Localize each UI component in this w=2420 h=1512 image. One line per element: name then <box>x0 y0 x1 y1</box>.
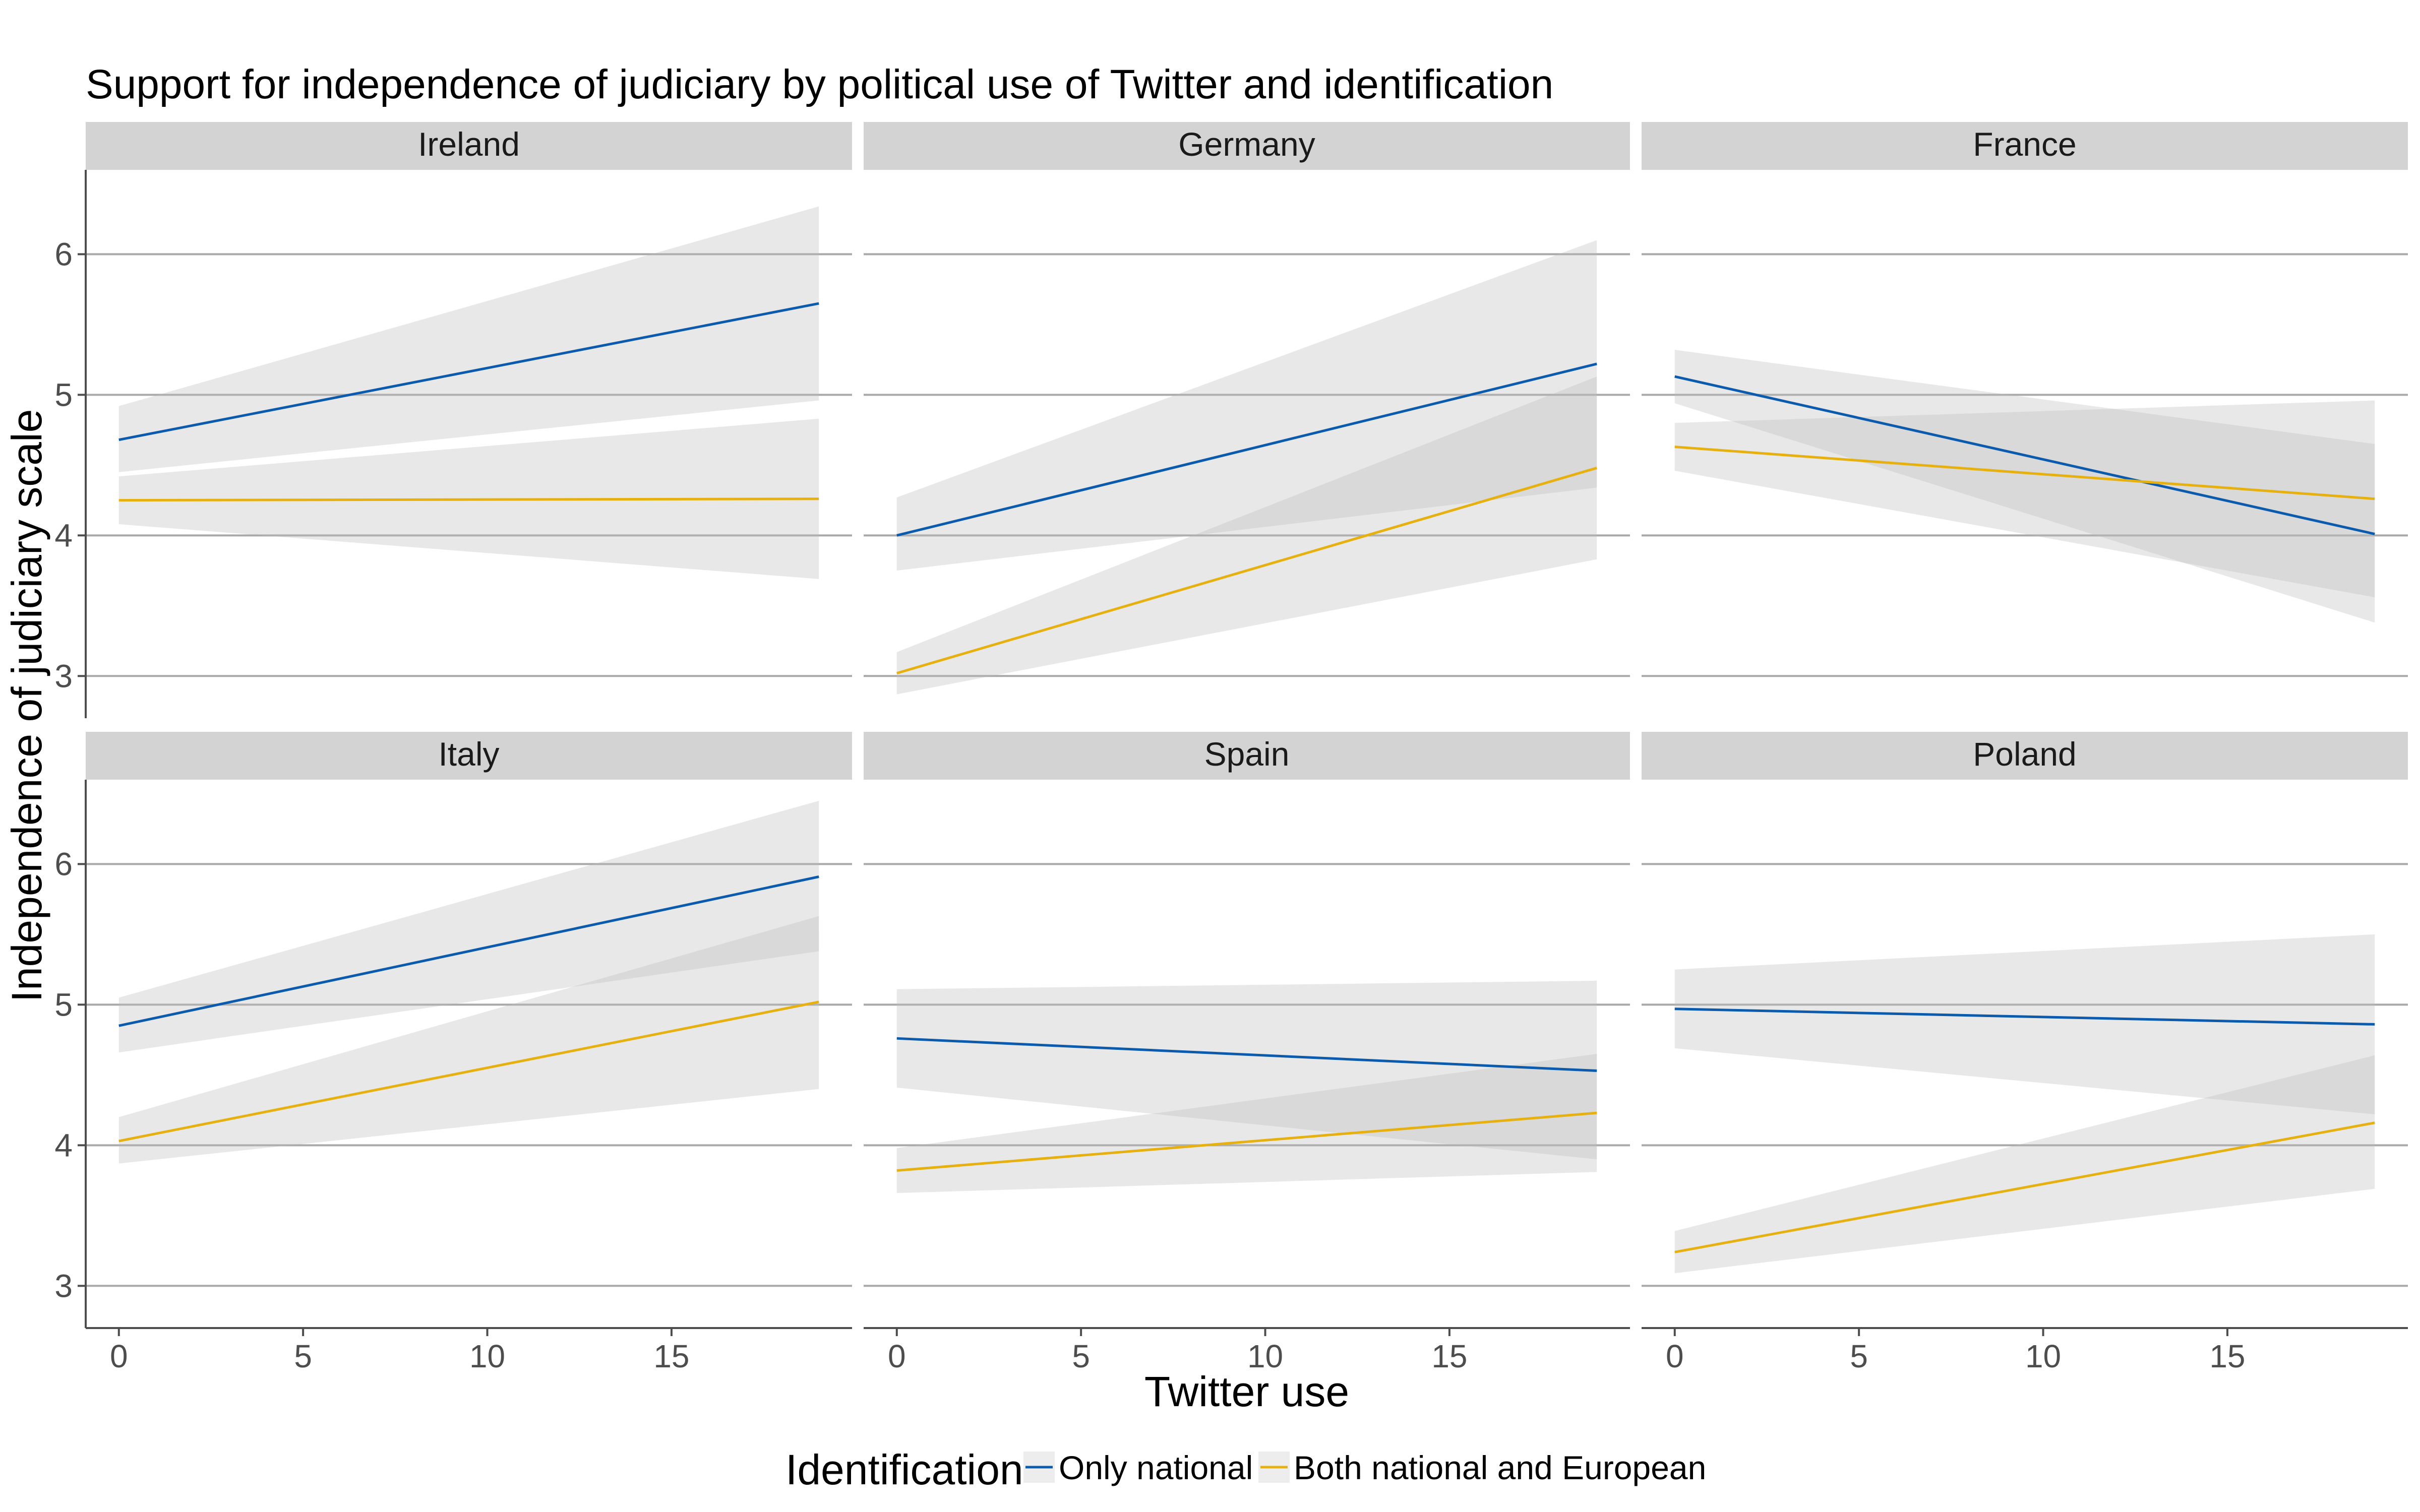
y-tick-label: 5 <box>54 986 73 1023</box>
confidence-band-only-national <box>896 980 1597 1160</box>
confidence-band-only-national <box>896 240 1597 571</box>
facet-strip-spain <box>864 732 1630 780</box>
series-line-only-national <box>118 302 819 442</box>
confidence-band-only-national <box>1674 350 2375 623</box>
series-line-only-national <box>118 875 819 1027</box>
series-line-both-national-and-european <box>1674 446 2375 500</box>
x-tick-label: 10 <box>2025 1338 2061 1374</box>
y-tick-label: 4 <box>54 517 73 553</box>
x-tick-label: 5 <box>1850 1338 1868 1374</box>
facet-label-germany: Germany <box>1178 125 1315 163</box>
facet-france: France <box>1642 122 2408 677</box>
y-tick-label: 3 <box>54 1268 73 1304</box>
x-tick-label: 5 <box>1072 1338 1090 1374</box>
x-tick-label: 10 <box>469 1338 505 1374</box>
facet-label-spain: Spain <box>1204 735 1290 773</box>
legend-label: Both national and European <box>1294 1449 1706 1486</box>
confidence-band-both-national-and-european <box>896 376 1597 695</box>
facet-strip-italy <box>86 732 852 780</box>
y-tick-label: 5 <box>54 376 73 413</box>
series-line-both-national-and-european <box>896 467 1597 675</box>
legend-entries: Only national Both national and European <box>1023 1449 1706 1486</box>
facet-strip-ireland <box>86 122 852 170</box>
x-tick-label: 0 <box>110 1338 128 1374</box>
series-line-both-national-and-european <box>118 1000 819 1143</box>
series-line-both-national-and-european <box>118 497 819 502</box>
facet-label-france: France <box>1973 125 2076 163</box>
facet-poland: Poland 0 5 10 15 <box>1642 732 2408 1374</box>
facet-strip-poland <box>1642 732 2408 780</box>
x-tick-label: 10 <box>1247 1338 1283 1374</box>
confidence-band-both-national-and-european <box>1674 400 2375 598</box>
series-line-only-national <box>1674 375 2375 535</box>
x-tick-label: 0 <box>888 1338 906 1374</box>
facet-italy: Italy 3 4 5 6 0 5 10 15 <box>54 732 852 1374</box>
confidence-band-both-national-and-european <box>1674 1055 2375 1274</box>
facet-strip-france <box>1642 122 2408 170</box>
series-line-both-national-and-european <box>896 1111 1597 1172</box>
facet-label-ireland: Ireland <box>418 125 520 163</box>
x-tick-label: 15 <box>653 1338 689 1374</box>
x-tick-label: 0 <box>1666 1338 1684 1374</box>
series-line-only-national <box>896 1037 1597 1072</box>
legend-title: Identification <box>785 1446 1023 1493</box>
y-axis-title: Independence of judiciary scale <box>3 409 50 1002</box>
series-line-both-national-and-european <box>1674 1121 2375 1253</box>
x-tick-label: 15 <box>1431 1338 1467 1374</box>
facet-spain: Spain 0 5 10 15 <box>864 732 1630 1374</box>
chart-title: Support for independence of judiciary by… <box>86 61 1553 107</box>
y-tick-label: 6 <box>54 236 73 272</box>
legend-entry-both-national-and-european: Both national and European <box>1258 1449 1706 1486</box>
x-tick-label: 15 <box>2209 1338 2245 1374</box>
facet-ireland: Ireland 3 4 5 6 <box>54 122 852 718</box>
facet-strip-germany <box>864 122 1630 170</box>
x-tick-label: 5 <box>294 1338 312 1374</box>
series-line-only-national <box>896 362 1597 537</box>
facet-label-poland: Poland <box>1973 735 2077 773</box>
y-tick-label: 3 <box>54 658 73 694</box>
legend-entry-only-national: Only national <box>1023 1449 1253 1486</box>
facet-germany: Germany <box>864 122 1630 695</box>
legend: Identification Only national Both nationa… <box>785 1446 1706 1493</box>
confidence-band-only-national <box>1674 934 2375 1114</box>
legend-label: Only national <box>1059 1449 1253 1486</box>
y-tick-label: 4 <box>54 1127 73 1163</box>
confidence-band-both-national-and-european <box>118 916 819 1164</box>
series-line-only-national <box>1674 1007 2375 1026</box>
confidence-band-both-national-and-european <box>896 1054 1597 1193</box>
y-tick-label: 6 <box>54 846 73 882</box>
facet-label-italy: Italy <box>438 735 499 773</box>
x-axis-title: Twitter use <box>1144 1368 1349 1415</box>
